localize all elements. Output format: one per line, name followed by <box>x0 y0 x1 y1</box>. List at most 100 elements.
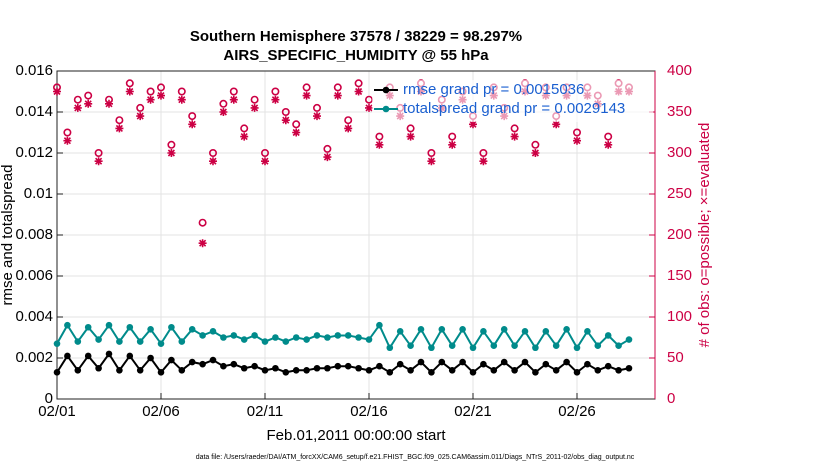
point <box>272 364 279 372</box>
y2-tick-label: 50 <box>667 349 684 366</box>
possible-marker <box>73 95 82 104</box>
star-marker <box>261 157 269 166</box>
point <box>532 344 539 352</box>
y2-tick-label: 100 <box>667 308 692 325</box>
point <box>136 367 144 374</box>
point <box>615 342 622 350</box>
point <box>438 326 446 333</box>
star-marker <box>427 157 436 166</box>
point <box>500 326 508 333</box>
star-marker <box>323 153 332 162</box>
point <box>376 321 383 329</box>
possible-marker <box>260 149 269 158</box>
point <box>74 367 82 374</box>
point <box>220 362 227 370</box>
x-axis-label: Feb.01,2011 00:00:00 start <box>266 427 446 444</box>
possible-marker <box>604 132 613 141</box>
point <box>147 354 154 362</box>
point <box>615 367 622 374</box>
star-marker <box>552 120 561 129</box>
point <box>136 338 144 345</box>
x-tick-label: 02/21 <box>454 403 492 420</box>
y2-tick-label: 400 <box>667 62 692 79</box>
point <box>407 342 414 350</box>
star-marker <box>105 99 113 108</box>
star-marker <box>469 120 477 129</box>
y-tick-label: 0.008 <box>15 226 53 243</box>
possible-marker <box>63 128 72 137</box>
y-tick-label: 0.004 <box>15 308 53 325</box>
point <box>313 332 321 339</box>
point <box>500 358 508 366</box>
star-marker <box>271 95 280 104</box>
star-marker <box>188 120 197 129</box>
point <box>292 367 300 374</box>
possible-marker <box>84 91 93 100</box>
point <box>178 367 186 374</box>
point <box>292 334 300 341</box>
x-tick-label: 02/26 <box>558 403 596 420</box>
point <box>64 321 71 329</box>
point <box>469 344 477 352</box>
point <box>448 342 456 350</box>
star-marker <box>344 124 353 133</box>
point <box>521 328 529 335</box>
y2-tick-label: 200 <box>667 226 692 243</box>
point <box>105 321 113 329</box>
star-marker <box>167 149 176 157</box>
point <box>459 326 466 333</box>
star-marker <box>302 91 311 100</box>
point <box>272 334 279 341</box>
point <box>355 364 362 372</box>
possible-marker <box>531 140 540 149</box>
legend-label: totalspread grand pr = 0.0029143 <box>403 100 625 117</box>
possible-marker <box>229 87 238 96</box>
star-marker <box>94 157 103 166</box>
star-marker <box>73 103 82 112</box>
point <box>438 358 446 366</box>
possible-marker <box>94 149 103 158</box>
star-marker <box>198 239 207 248</box>
possible-marker <box>479 149 488 158</box>
point <box>376 362 383 370</box>
possible-marker <box>209 149 218 158</box>
point <box>105 350 113 358</box>
y-tick-label: 0 <box>45 390 53 407</box>
point <box>84 352 92 360</box>
point <box>303 367 310 374</box>
possible-marker <box>250 95 259 104</box>
point <box>95 336 102 343</box>
point <box>594 342 602 350</box>
possible-marker <box>146 87 155 96</box>
point <box>355 334 362 341</box>
point <box>282 369 290 376</box>
point <box>199 332 206 339</box>
point <box>230 360 238 368</box>
point <box>552 342 560 350</box>
star-marker <box>136 112 145 121</box>
legend-marker <box>382 86 390 94</box>
point <box>521 358 529 366</box>
chart-title: Southern Hemisphere 37578 / 38229 = 98.2… <box>190 28 522 45</box>
star-marker <box>219 108 228 116</box>
point <box>324 364 331 372</box>
x-tick-label: 02/06 <box>142 403 180 420</box>
star-marker <box>313 112 321 121</box>
point <box>365 367 373 374</box>
footnote: data file: /Users/raeder/DAI/ATM_forcXX/… <box>196 454 635 461</box>
possible-marker <box>136 103 145 112</box>
point <box>532 369 539 376</box>
star-marker <box>333 91 342 100</box>
series <box>53 321 633 352</box>
point <box>282 338 290 345</box>
point <box>157 340 165 347</box>
point <box>365 336 373 343</box>
star-marker <box>531 149 540 157</box>
point <box>64 352 71 360</box>
point <box>407 367 414 374</box>
point <box>313 364 321 372</box>
point <box>511 367 518 374</box>
y2-tick-label: 350 <box>667 103 692 120</box>
point <box>126 323 134 331</box>
y-tick-label: 0.012 <box>15 144 53 161</box>
